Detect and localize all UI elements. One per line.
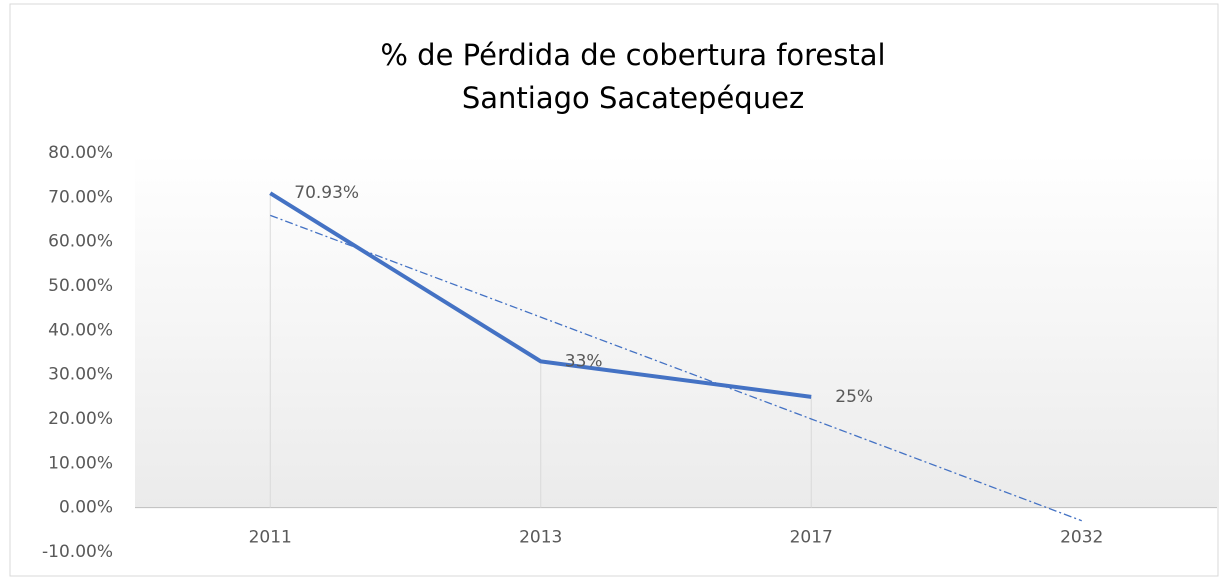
y-tick-label: 70.00% (48, 187, 113, 207)
chart-title: % de Pérdida de cobertura forestal (380, 38, 885, 72)
data-label: 33% (565, 351, 603, 371)
plot-area (135, 153, 1217, 508)
y-tick-label: 20.00% (48, 409, 113, 429)
chart-subtitle: Santiago Sacatepéquez (462, 81, 804, 115)
x-tick-label: 2013 (519, 528, 562, 548)
y-tick-label: 40.00% (48, 320, 113, 340)
x-tick-label: 2011 (249, 528, 292, 548)
y-tick-label: 30.00% (48, 365, 113, 385)
trendline (270, 214, 1082, 522)
y-tick-label: 10.00% (48, 453, 113, 473)
x-tick-label: 2032 (1060, 528, 1103, 548)
y-tick-label: 60.00% (48, 232, 113, 252)
y-tick-label: 80.00% (48, 143, 113, 163)
data-label: 70.93% (294, 183, 359, 203)
y-tick-label: 50.00% (48, 276, 113, 296)
data-label: 25% (835, 387, 873, 407)
x-tick-label: 2017 (790, 528, 833, 548)
y-tick-label: -10.00% (42, 542, 113, 562)
data-line (269, 191, 812, 399)
y-tick-label: 0.00% (59, 498, 113, 518)
